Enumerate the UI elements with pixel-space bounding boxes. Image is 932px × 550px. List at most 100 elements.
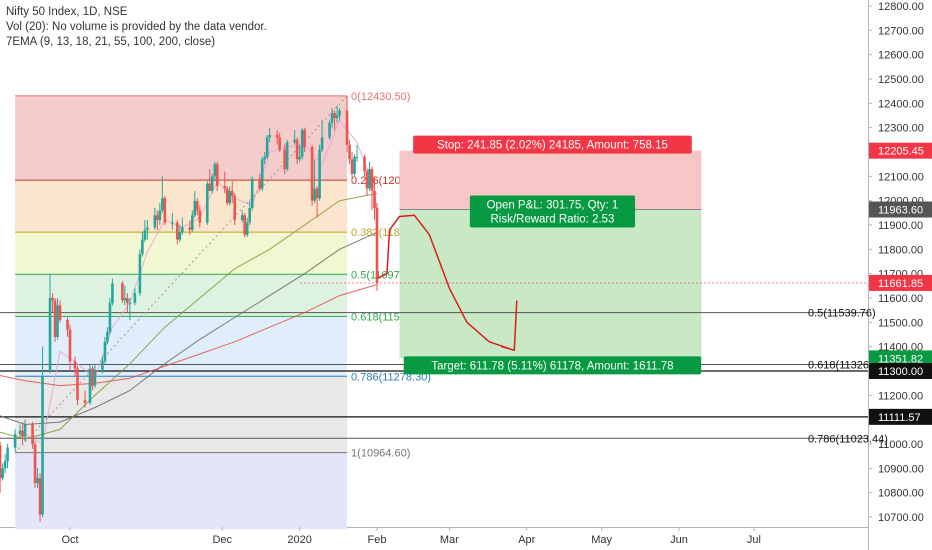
- fib-zone-6: [15, 452, 348, 530]
- candle: [248, 200, 252, 225]
- candle-body: [210, 176, 214, 191]
- candle-body: [66, 319, 69, 330]
- candle-body: [258, 178, 261, 189]
- candle-body: [18, 430, 22, 435]
- symbol-title[interactable]: Nifty 50 Index, 1D, NSE: [6, 6, 128, 18]
- x-tick-label: May: [591, 534, 612, 546]
- y-tick-label: 10700.00: [878, 512, 924, 524]
- candle-body: [188, 227, 192, 230]
- candle-body: [141, 239, 144, 255]
- candle: [230, 181, 234, 204]
- candle-body: [225, 188, 229, 204]
- pnl-label-text: Risk/Reward Ratio: 2.53: [490, 214, 614, 226]
- candle: [205, 181, 209, 225]
- candle-body: [228, 190, 232, 204]
- price-label-text: 11111.57: [878, 412, 921, 424]
- y-tick-label: 12800.00: [878, 1, 924, 13]
- candle-body: [328, 122, 331, 138]
- candle-body: [375, 207, 379, 283]
- candle: [101, 356, 104, 374]
- candle-body: [248, 207, 252, 223]
- candle: [91, 366, 94, 391]
- candle-body: [313, 188, 316, 201]
- candle: [48, 273, 52, 374]
- y-tick-label: 11900.00: [878, 220, 923, 232]
- candle: [181, 217, 184, 235]
- price-label-text: 11661.85: [878, 278, 923, 290]
- price-label-bg: [869, 201, 932, 218]
- volume-indicator-label[interactable]: Vol (20): No volume is provided by the d…: [6, 21, 267, 33]
- candle: [208, 169, 212, 191]
- candle-body: [195, 200, 199, 211]
- candle: [156, 210, 159, 230]
- candle: [171, 212, 174, 230]
- candle-body: [48, 298, 52, 371]
- candle-body: [318, 149, 321, 199]
- candle-body: [285, 142, 289, 170]
- ema-line-ema-55: [0, 192, 378, 440]
- candle: [370, 166, 374, 211]
- candle-body: [31, 424, 34, 444]
- candle: [363, 154, 366, 177]
- candle: [310, 144, 314, 206]
- candle: [215, 161, 219, 191]
- candle-body: [283, 149, 286, 170]
- candle: [195, 198, 199, 216]
- candle-body: [41, 375, 44, 515]
- candle: [53, 298, 57, 342]
- candle-body: [330, 113, 334, 123]
- candle-body: [208, 183, 212, 191]
- candle-body: [320, 137, 324, 150]
- candle-body: [6, 447, 9, 462]
- chart-legend: Nifty 50 Index, 1D, NSE Vol (20): No vol…: [6, 5, 267, 50]
- candle-body: [370, 169, 374, 191]
- candle-body: [278, 137, 281, 150]
- candle-body: [213, 164, 217, 177]
- candle-body: [91, 368, 94, 386]
- candle: [56, 298, 59, 340]
- candle: [133, 288, 137, 306]
- y-tick-label: 12500.00: [878, 74, 924, 86]
- candle: [283, 144, 286, 174]
- candle: [375, 203, 379, 291]
- stop-label-bg: [413, 135, 692, 154]
- fib-zone-5: [15, 376, 348, 453]
- candle: [41, 346, 44, 517]
- ema-line-ema-100: [0, 231, 378, 426]
- candle-body: [3, 461, 7, 469]
- candle: [373, 176, 376, 221]
- candle-body: [348, 144, 351, 160]
- candle-body: [295, 139, 299, 160]
- candle: [298, 144, 301, 162]
- candle: [51, 293, 54, 313]
- candle: [18, 424, 22, 440]
- candle-body: [260, 159, 264, 189]
- candle: [36, 468, 39, 488]
- candle: [13, 429, 17, 452]
- candle-body: [245, 222, 249, 235]
- candle-body: [156, 215, 159, 221]
- candle-body: [181, 227, 184, 233]
- candle: [250, 176, 254, 211]
- candle: [315, 186, 319, 218]
- candle: [265, 134, 269, 160]
- candle: [260, 156, 264, 191]
- candle-body: [368, 169, 371, 189]
- price-label-12205-45: 12205.45: [869, 142, 932, 159]
- stop-label-text: Stop: 241.85 (2.02%) 24185, Amount: 758.…: [437, 140, 668, 152]
- y-tick-label: 11000.00: [878, 439, 923, 451]
- candle-body: [13, 434, 17, 448]
- candle-body: [191, 215, 194, 230]
- fib-level-label-0: 0(12430.50): [351, 91, 410, 103]
- candle: [126, 293, 129, 313]
- candle: [93, 363, 97, 389]
- candle: [0, 441, 2, 493]
- candle-body: [161, 198, 164, 211]
- x-tick-label: Mar: [440, 534, 459, 546]
- candle: [128, 298, 132, 320]
- y-tick-label: 11200.00: [878, 390, 923, 402]
- candle: [268, 127, 271, 143]
- candle-body: [126, 298, 129, 303]
- ema-indicator-label[interactable]: 7EMA (9, 13, 18, 21, 55, 100, 200, close…: [6, 36, 216, 48]
